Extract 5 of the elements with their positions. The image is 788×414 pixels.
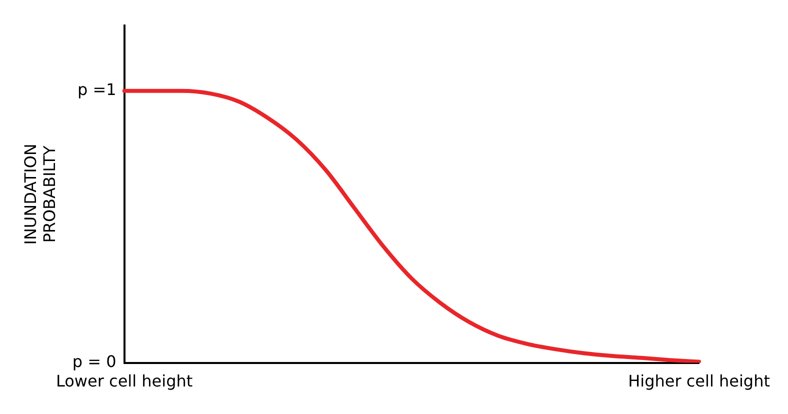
y-tick-label: p = 0 [72,352,116,371]
y-axis-title: INUNDATION PROBABILTY [20,144,59,245]
x-tick-label: Higher cell height [628,372,770,391]
y-tick-label: p =1 [77,80,116,100]
x-tick-label: Lower cell height [56,372,193,391]
